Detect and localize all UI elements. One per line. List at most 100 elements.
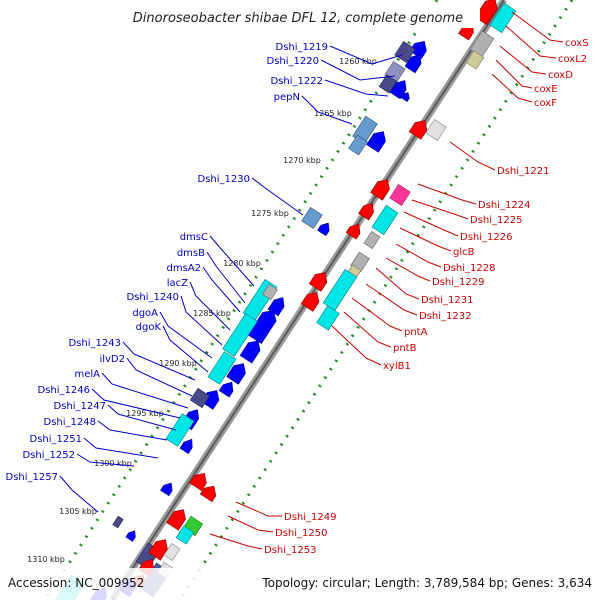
left-gene-label: dgoA — [132, 308, 158, 319]
gene-reverse-3 — [465, 50, 485, 70]
right-leader-line — [449, 141, 496, 171]
tick-label: 1280 kbp — [223, 259, 261, 268]
left-leader-line — [329, 45, 403, 65]
left-gene-label: melA — [74, 369, 100, 380]
left-leader-line — [301, 95, 353, 125]
gene-reverse-7 — [370, 179, 390, 201]
gene-reverse-25 — [163, 542, 181, 562]
right-gene-label: Dshi_1249 — [284, 512, 336, 523]
left-gene-label: lacZ — [167, 278, 188, 289]
right-gene-label: pntB — [393, 343, 417, 354]
right-leader-line — [351, 297, 403, 332]
tick-track-right — [178, 0, 574, 600]
right-gene-label: coxS — [565, 38, 589, 49]
right-gene-label: Dshi_1225 — [470, 215, 522, 226]
left-gene-label: ilvD2 — [99, 354, 125, 365]
gene-forward-6 — [400, 92, 410, 102]
gene-forward-8 — [366, 131, 386, 153]
left-leader-line — [101, 372, 189, 409]
left-gene-label: Dshi_1257 — [6, 472, 58, 483]
left-gene-label: Dshi_1222 — [271, 76, 323, 87]
gene-forward-24 — [179, 438, 193, 455]
left-leader-line — [209, 235, 255, 287]
gene-forward-15 — [222, 313, 258, 357]
left-gene-label: Dshi_1220 — [267, 56, 319, 67]
tick-label: 1290 kbp — [159, 359, 197, 368]
gene-reverse-23 — [175, 525, 195, 545]
right-label-leaders — [209, 11, 564, 550]
left-gene-label: Dshi_1230 — [198, 174, 250, 185]
right-leader-line — [227, 515, 274, 533]
tick-label: 1295 kbp — [126, 409, 164, 418]
gene-reverse-9 — [371, 204, 399, 236]
left-gene-label: Dshi_1243 — [69, 338, 121, 349]
gene-reverse-8 — [389, 184, 411, 206]
right-leader-line — [395, 243, 442, 268]
gene-forward-21 — [189, 387, 211, 409]
left-label-leaders — [59, 45, 403, 513]
left-leader-line — [324, 79, 389, 97]
right-gene-label: coxL2 — [558, 54, 587, 65]
gene-reverse-17 — [300, 292, 320, 312]
gene-forward-10 — [301, 207, 323, 229]
right-gene-label: Dshi_1231 — [421, 295, 473, 306]
gene-forward-1 — [394, 41, 416, 63]
left-gene-label: Dshi_1251 — [30, 434, 82, 445]
gene-forward-33 — [262, 283, 278, 301]
left-leader-line — [189, 281, 231, 331]
tick-label: 1300 kbp — [94, 459, 132, 468]
left-gene-label: Dshi_1240 — [127, 292, 179, 303]
left-leader-line — [83, 437, 159, 459]
gene-forward-14 — [247, 310, 277, 345]
tick-label: 1285 kbp — [193, 309, 231, 318]
gene-reverse-21 — [166, 509, 186, 531]
tick-track-left — [43, 0, 439, 600]
right-leader-line — [417, 183, 477, 205]
topology-text: Topology: circular; Length: 3,789,584 bp… — [261, 576, 592, 590]
left-leader-line — [59, 475, 99, 513]
gene-forward-19 — [218, 381, 234, 398]
gene-forward-23 — [165, 413, 195, 447]
right-gene-label: Dshi_1232 — [419, 311, 471, 322]
right-leader-line — [365, 283, 418, 316]
left-gene-label: Dshi_1247 — [54, 401, 106, 412]
right-gene-label: Dshi_1228 — [443, 263, 495, 274]
gene-reverse-1 — [489, 2, 517, 34]
right-leader-line — [209, 533, 263, 550]
left-leader-line — [162, 325, 209, 373]
gene-forward-25 — [160, 482, 173, 497]
right-gene-label: coxE — [534, 84, 558, 95]
gene-reverse-16 — [308, 272, 328, 292]
tick-label: 1260 kbp — [339, 57, 377, 66]
left-leader-line — [122, 341, 196, 381]
left-leader-line — [97, 420, 168, 441]
right-gene-label: Dshi_1224 — [478, 200, 530, 211]
right-leader-line — [505, 25, 557, 59]
right-gene-label: xylB1 — [383, 361, 411, 372]
gene-reverse-19 — [189, 472, 207, 491]
accession-text: Accession: NC_009952 — [8, 576, 144, 590]
right-gene-labels: coxS coxL2 coxD coxE coxF Dshi_1221 Dshi_1224 D… — [264, 38, 589, 556]
left-leader-line — [202, 266, 241, 313]
left-gene-label: Dshi_1246 — [38, 385, 90, 396]
left-leader-line — [159, 311, 213, 359]
gene-reverse-20 — [199, 485, 217, 503]
tick-label: 1270 kbp — [283, 156, 321, 165]
right-gene-label: pntA — [404, 327, 428, 338]
right-gene-label: Dshi_1253 — [264, 545, 316, 556]
gene-reverse-12 — [363, 230, 381, 250]
gene-forward-26 — [112, 515, 124, 529]
right-leader-line — [375, 267, 420, 300]
gene-forward-17 — [226, 363, 246, 385]
map-title: Dinoroseobacter shibae DFL 12, complete … — [133, 11, 463, 26]
right-leader-line — [491, 73, 533, 103]
right-leader-line — [331, 325, 382, 366]
gene-forward-18 — [207, 351, 237, 385]
right-leader-line — [511, 11, 564, 43]
title-backdrop — [120, 6, 480, 28]
right-leader-line — [495, 59, 533, 89]
right-gene-label: Dshi_1250 — [275, 528, 327, 539]
left-gene-label: dmsC — [180, 232, 208, 243]
right-leader-line — [343, 311, 392, 348]
